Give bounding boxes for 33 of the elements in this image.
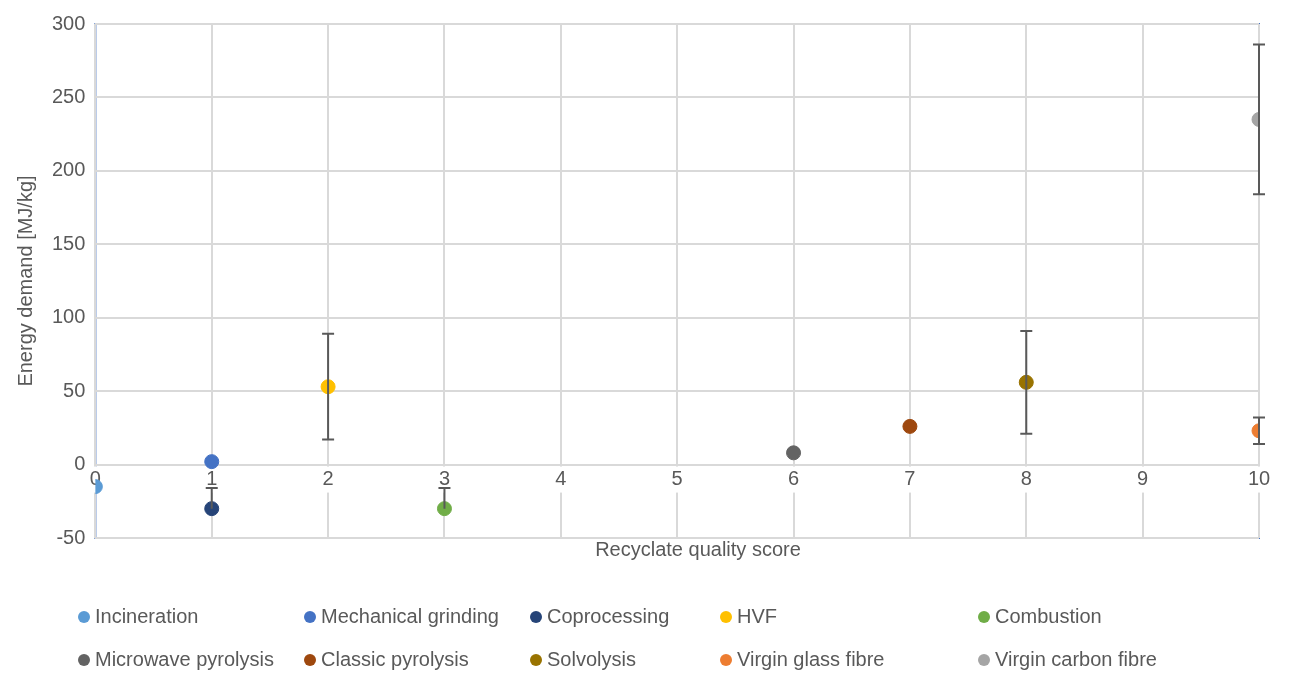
x-tick-label: 10 — [1247, 467, 1271, 490]
y-tick-label: 150 — [51, 231, 86, 254]
x-tick-label: 2 — [322, 467, 334, 490]
legend-label: Incineration — [95, 605, 199, 628]
legend-label: Classic pyrolysis — [321, 648, 469, 671]
x-tick-label: 9 — [1137, 467, 1149, 490]
legend-label: Solvolysis — [547, 648, 636, 671]
y-tick-label: -50 — [56, 525, 86, 548]
point — [204, 501, 220, 517]
legend-label: Microwave pyrolysis — [95, 648, 274, 671]
x-tick-label: 5 — [671, 467, 683, 490]
point — [204, 454, 220, 470]
x-tick-label: 8 — [1020, 467, 1032, 490]
y-tick-label: 100 — [51, 305, 86, 328]
legend-label: Virgin glass fibre — [737, 648, 885, 671]
x-tick-label: 4 — [555, 467, 567, 490]
legend-label: Virgin carbon fibre — [995, 648, 1157, 671]
y-tick-label: 200 — [51, 158, 86, 181]
y-tick-label: 0 — [74, 452, 86, 475]
y-tick-label: 50 — [63, 378, 86, 401]
y-tick-label: 300 — [51, 11, 86, 34]
x-tick-label: 3 — [438, 467, 451, 490]
y-tick-label: 250 — [51, 84, 86, 107]
legend-label: Combustion — [995, 605, 1102, 628]
x-tick-label: 7 — [904, 467, 916, 490]
x-tick-label: 6 — [787, 467, 800, 490]
y-axis-title: Energy demand [MJ/kg] — [13, 175, 36, 387]
legend-label: Coprocessing — [547, 605, 670, 628]
legend-label: Mechanical grinding — [321, 605, 499, 628]
x-tick-label: 1 — [206, 467, 218, 490]
legend-label: HVF — [737, 605, 777, 628]
point — [436, 501, 452, 517]
x-axis-title: Recyclate quality score — [594, 538, 802, 561]
